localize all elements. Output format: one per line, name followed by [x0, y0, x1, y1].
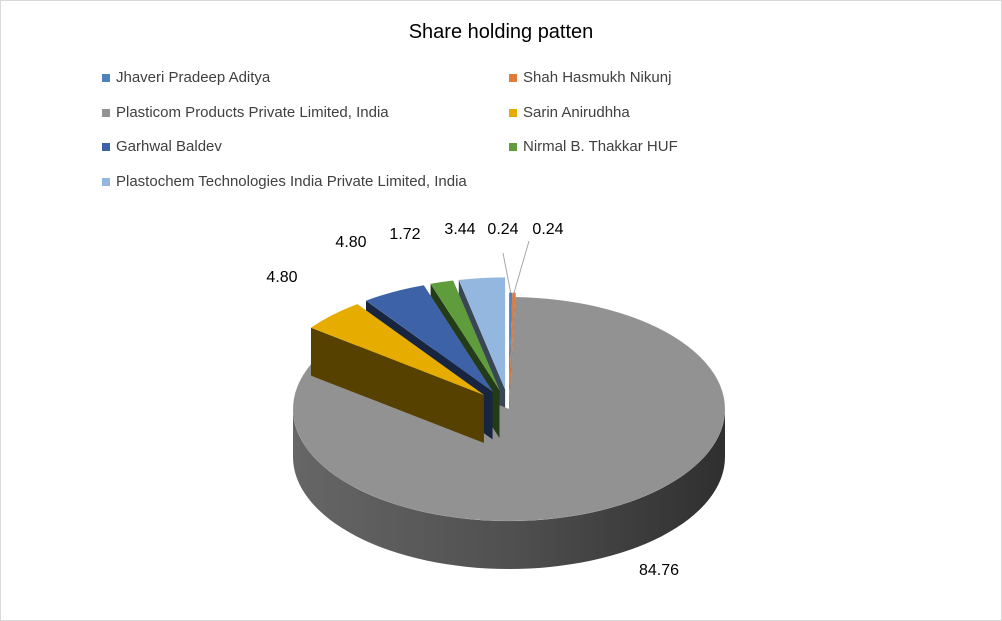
leader-line [502, 252, 512, 293]
legend-swatch [509, 108, 517, 117]
data-label: 3.44 [444, 221, 475, 238]
legend-swatch [102, 108, 110, 117]
pie-slice-rim [293, 409, 725, 569]
data-label: 0.24 [487, 221, 518, 238]
pie-slice-top [508, 292, 516, 405]
legend-label: Shah Hasmukh Nikunj [523, 69, 672, 86]
legend-label: Plastochem Technologies India Private Li… [116, 173, 467, 190]
legend-label: Jhaveri Pradeep Aditya [116, 69, 271, 86]
legend-item: Nirmal B. Thakkar HUF [509, 138, 678, 155]
data-label: 1.72 [389, 226, 420, 243]
legend-item: Garhwal Baldev [102, 138, 222, 155]
pie-slice-top [292, 296, 726, 522]
leader-line [513, 240, 530, 293]
legend-swatch [509, 73, 517, 82]
legend-item: Plastochem Technologies India Private Li… [102, 173, 467, 190]
pie-slice-top [430, 280, 500, 391]
pie-slice-side [310, 327, 484, 443]
legend-item: Jhaveri Pradeep Aditya [102, 69, 270, 86]
legend-label: Plasticom Products Private Limited, Indi… [116, 104, 389, 121]
legend-swatch [102, 177, 110, 186]
pie-slice [310, 303, 484, 443]
legend-item: Plasticom Products Private Limited, Indi… [102, 104, 389, 121]
legend-swatch [102, 73, 110, 82]
legend-swatch [102, 142, 110, 151]
legend-label: Garhwal Baldev [116, 138, 222, 155]
legend-item: Shah Hasmukh Nikunj [509, 69, 671, 86]
legend: Jhaveri Pradeep Aditya Shah Hasmukh Niku… [1, 1, 1001, 201]
data-label: 84.76 [639, 562, 679, 579]
legend-swatch [509, 142, 517, 151]
legend-label: Nirmal B. Thakkar HUF [523, 138, 678, 155]
data-label: 4.80 [266, 269, 297, 286]
chart-title: Share holding patten [408, 21, 594, 43]
data-label: 0.24 [532, 221, 563, 238]
legend-label: Sarin Anirudhha [523, 104, 630, 121]
pie-slice-top [365, 284, 493, 392]
legend-item: Sarin Anirudhha [509, 104, 630, 121]
pie-slice-top [310, 303, 484, 396]
pie-slice-top [458, 277, 506, 390]
data-label: 4.80 [335, 234, 366, 251]
